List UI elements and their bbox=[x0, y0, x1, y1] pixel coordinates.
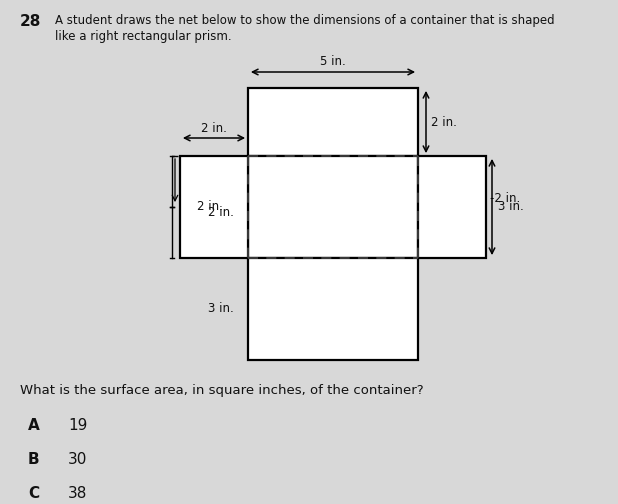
Text: 3 in.: 3 in. bbox=[498, 201, 523, 214]
Text: A: A bbox=[28, 418, 40, 433]
Bar bbox=[248, 88, 418, 156]
Text: 28: 28 bbox=[20, 14, 41, 29]
Text: B: B bbox=[28, 452, 40, 467]
Text: What is the surface area, in square inches, of the container?: What is the surface area, in square inch… bbox=[20, 384, 423, 397]
Bar bbox=[418, 156, 486, 258]
Text: 5 in.: 5 in. bbox=[320, 55, 346, 68]
Text: 19: 19 bbox=[68, 418, 87, 433]
Text: 2 in.: 2 in. bbox=[197, 201, 223, 214]
Text: 30: 30 bbox=[68, 452, 87, 467]
Bar bbox=[248, 156, 418, 258]
Text: C: C bbox=[28, 486, 39, 501]
Text: A student draws the net below to show the dimensions of a container that is shap: A student draws the net below to show th… bbox=[55, 14, 554, 27]
Text: -2 in.: -2 in. bbox=[490, 193, 520, 206]
Bar bbox=[180, 156, 248, 258]
Text: like a right rectangular prism.: like a right rectangular prism. bbox=[55, 30, 232, 43]
Text: 38: 38 bbox=[68, 486, 87, 501]
Text: 2 in.: 2 in. bbox=[431, 115, 457, 129]
Text: 2 in.: 2 in. bbox=[208, 207, 234, 220]
Bar bbox=[248, 258, 418, 360]
Text: 3 in.: 3 in. bbox=[208, 302, 234, 316]
Text: 2 in.: 2 in. bbox=[201, 122, 227, 135]
